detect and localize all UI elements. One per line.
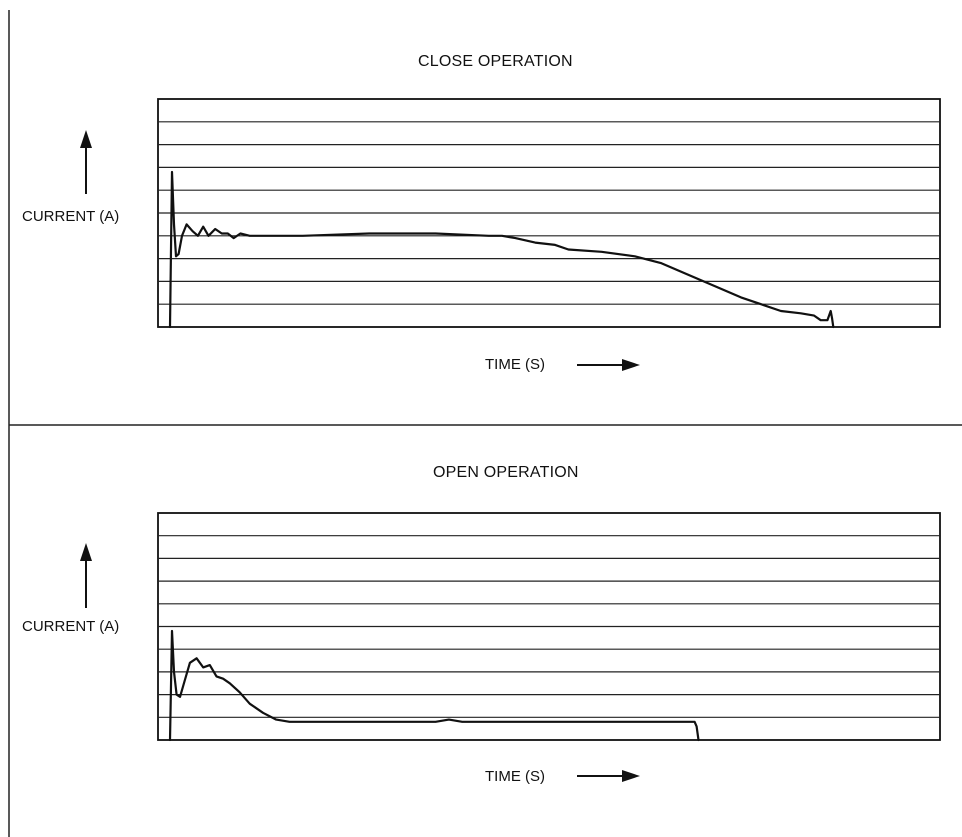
open-grid <box>157 512 941 741</box>
close-chart-title: CLOSE OPERATION <box>418 53 573 70</box>
open-operation-panel <box>80 512 941 782</box>
close-y-axis-label: CURRENT (A) <box>22 208 120 225</box>
close-y-arrow <box>80 130 92 194</box>
open-y-arrow <box>80 543 92 608</box>
close-operation-panel <box>80 98 941 371</box>
open-x-axis-label: TIME (S) <box>485 768 545 785</box>
close-current-line <box>168 170 835 329</box>
close-x-axis-label: TIME (S) <box>485 356 545 373</box>
close-grid <box>157 98 941 328</box>
open-current-line <box>168 629 700 742</box>
open-x-arrow <box>577 770 640 782</box>
open-chart-title: OPEN OPERATION <box>433 464 579 481</box>
open-y-axis-label: CURRENT (A) <box>22 618 120 635</box>
close-x-arrow <box>577 359 640 371</box>
